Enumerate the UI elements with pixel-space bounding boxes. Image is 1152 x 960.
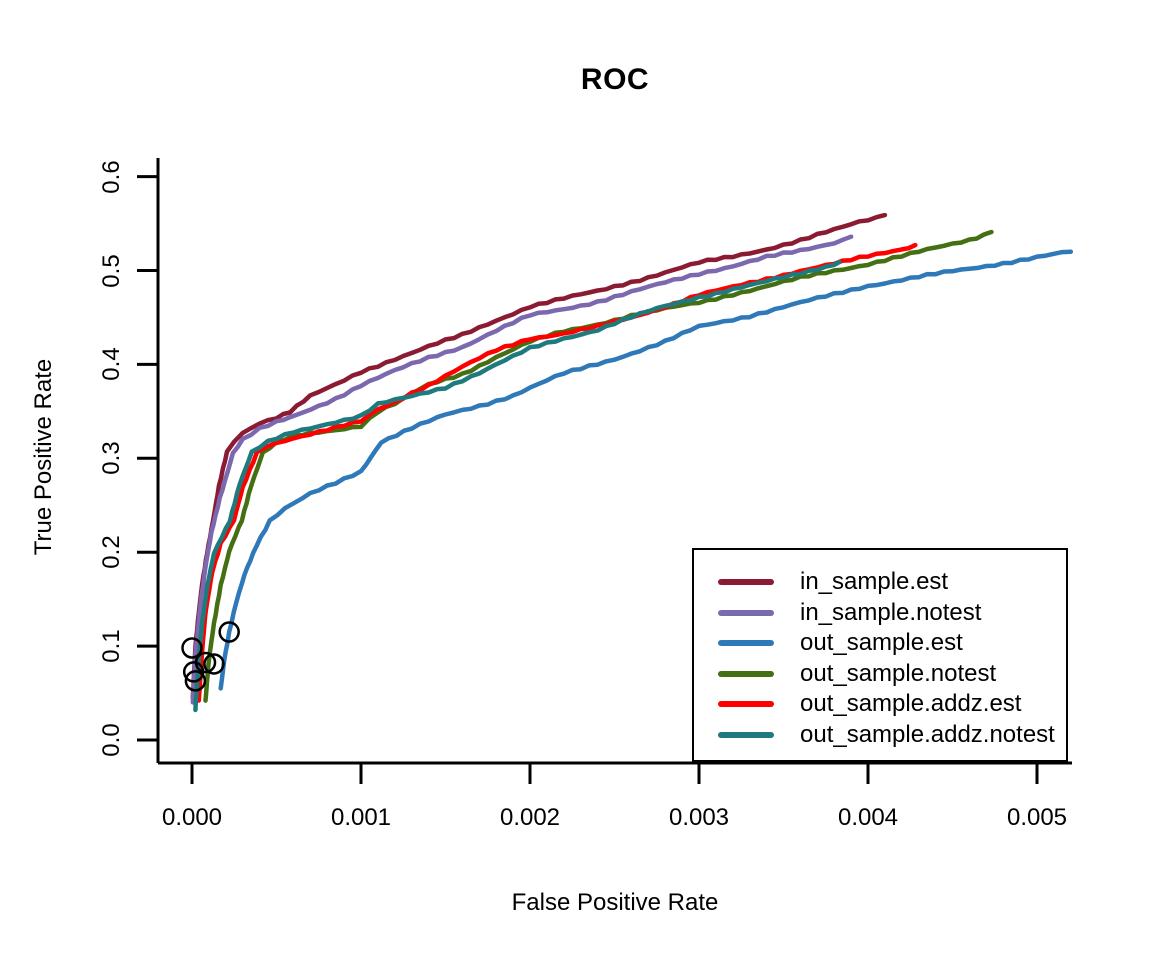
legend-box: in_sample.est in_sample.notest out_sampl… [692, 548, 1068, 762]
legend-line-swatch [718, 732, 774, 738]
data-point-circle [203, 653, 225, 675]
x-tick-label: 0.005 [1006, 804, 1068, 831]
x-tick-label: 0.000 [161, 804, 223, 831]
data-point-circle [182, 661, 205, 683]
roc-curve-out_sample.notest [203, 229, 994, 703]
x-axis-title: False Positive Rate [511, 889, 719, 916]
y-tick-label: 0.2 [98, 535, 125, 569]
legend-line-swatch [718, 640, 774, 647]
legend-label: out_sample.addz.est [800, 690, 1022, 718]
legend-line-swatch [718, 609, 774, 616]
y-tick-label: 0.4 [98, 347, 125, 382]
x-tick-label: 0.004 [837, 804, 899, 831]
y-tick-label: 0.6 [98, 159, 125, 194]
data-point-circle [184, 670, 207, 692]
x-tick-label: 0.002 [499, 804, 561, 831]
legend-label: out_sample.est [800, 629, 963, 657]
legend-line-swatch [718, 579, 774, 585]
legend-label: in_sample.est [800, 568, 949, 595]
roc-curve-in_sample.notest [190, 234, 854, 705]
y-tick-label: 0.3 [98, 441, 125, 475]
chart-title: ROC [580, 63, 650, 96]
roc-curve-out_sample.addz.notest [193, 259, 842, 713]
legend-label: in_sample.notest [800, 598, 982, 626]
legend-label: out_sample.addz.notest [800, 721, 1055, 748]
legend-line-swatch [718, 701, 774, 708]
y-tick-label: 0.5 [98, 253, 125, 288]
y-tick-label: 0.1 [98, 629, 125, 663]
y-axis-title: True Positive Rate [30, 358, 57, 556]
legend-line-swatch [718, 670, 774, 677]
y-tick-label: 0.0 [98, 723, 125, 757]
data-point-circle [181, 637, 203, 659]
data-point-circle [218, 621, 240, 643]
x-tick-label: 0.001 [330, 804, 392, 831]
x-tick-label: 0.003 [668, 804, 730, 831]
legend-label: out_sample.notest [800, 659, 997, 687]
roc-curve-out_sample.est [218, 249, 1074, 691]
